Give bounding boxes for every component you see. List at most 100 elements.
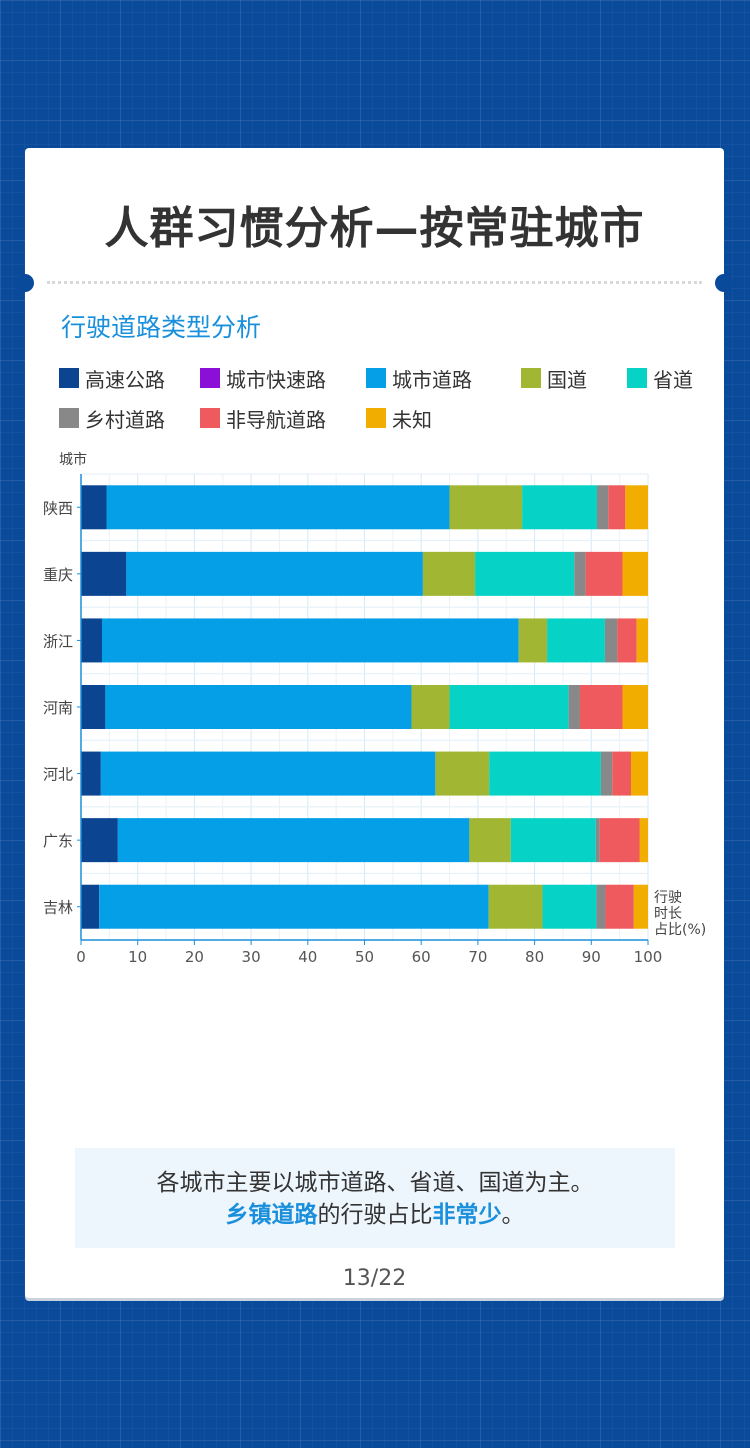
legend-swatch bbox=[366, 368, 386, 388]
bar-segment bbox=[99, 884, 489, 929]
legend-label: 高速公路 bbox=[85, 367, 165, 392]
bar-segment bbox=[489, 751, 601, 796]
bar-segment bbox=[636, 618, 648, 663]
bar-segment bbox=[605, 884, 634, 929]
bar-segment bbox=[622, 685, 648, 729]
summary-highlight-rural: 乡镇道路 bbox=[225, 1202, 318, 1228]
legend-item: 未知 bbox=[366, 403, 432, 433]
bar-segment bbox=[81, 551, 127, 596]
x-tick-label: 70 bbox=[468, 948, 487, 966]
legend-swatch bbox=[59, 408, 79, 428]
x-tick-label: 90 bbox=[582, 948, 601, 966]
bar-segment bbox=[639, 818, 648, 863]
bar-segment bbox=[81, 884, 100, 929]
x-tick-label: 30 bbox=[242, 948, 261, 966]
legend-label: 未知 bbox=[392, 407, 432, 432]
card-notch-left bbox=[16, 274, 34, 292]
bar-segment bbox=[411, 685, 450, 729]
bar-segment bbox=[579, 685, 623, 729]
bar-segment bbox=[81, 818, 118, 863]
summary-line-2: 乡镇道路的行驶占比非常少。 bbox=[75, 1199, 675, 1231]
bar-segment bbox=[488, 884, 543, 929]
legend-item: 国道 bbox=[521, 363, 587, 393]
legend-swatch bbox=[200, 368, 220, 388]
bar-segment bbox=[617, 618, 637, 663]
bar-segment bbox=[126, 551, 423, 596]
bar-segment bbox=[81, 685, 106, 729]
legend-label: 非导航道路 bbox=[226, 407, 326, 432]
legend-item: 城市快速路 bbox=[200, 363, 326, 393]
y-tick-label: 浙江 bbox=[43, 632, 73, 650]
legend-label: 乡村道路 bbox=[85, 407, 165, 432]
bar-segment bbox=[522, 485, 597, 530]
bar-segment bbox=[100, 751, 436, 796]
summary-line-1: 各城市主要以城市道路、省道、国道为主。 bbox=[156, 1170, 594, 1196]
bar-segment bbox=[608, 485, 626, 530]
bar-segment bbox=[449, 685, 569, 729]
bar-segment bbox=[435, 751, 490, 796]
bar-segment bbox=[633, 884, 648, 929]
legend-label: 省道 bbox=[653, 367, 693, 392]
legend-item: 非导航道路 bbox=[200, 403, 326, 433]
x-axis-label: 时长 bbox=[654, 906, 682, 922]
x-tick-label: 80 bbox=[525, 948, 544, 966]
legend-swatch bbox=[627, 368, 647, 388]
y-tick-label: 河南 bbox=[43, 699, 73, 717]
x-tick-label: 40 bbox=[298, 948, 317, 966]
bar-segment bbox=[604, 618, 618, 663]
bar-segment bbox=[574, 551, 586, 596]
bar-segment bbox=[612, 751, 631, 796]
bar-segment bbox=[106, 485, 450, 530]
y-tick-label: 重庆 bbox=[43, 566, 73, 584]
legend-label: 国道 bbox=[547, 367, 587, 392]
bar-segment bbox=[510, 818, 596, 863]
y-axis-label: 城市 bbox=[59, 451, 87, 468]
legend-item: 高速公路 bbox=[59, 363, 165, 393]
x-axis-label: 占比(%) bbox=[654, 922, 706, 938]
bar-segment bbox=[622, 551, 648, 596]
legend-item: 城市道路 bbox=[366, 363, 472, 393]
bar-segment bbox=[596, 485, 609, 530]
y-tick-label: 河北 bbox=[43, 766, 73, 784]
legend-label: 城市道路 bbox=[392, 367, 472, 392]
y-tick-label: 陕西 bbox=[43, 499, 73, 517]
legend-label: 城市快速路 bbox=[226, 367, 326, 392]
x-tick-label: 60 bbox=[412, 948, 431, 966]
y-tick-label: 广东 bbox=[43, 832, 73, 850]
x-axis-label: 行驶 bbox=[654, 890, 682, 906]
dotted-divider bbox=[47, 281, 702, 284]
bar-segment bbox=[81, 485, 107, 530]
x-tick-label: 50 bbox=[355, 948, 374, 966]
bar-segment bbox=[599, 818, 640, 863]
x-tick-label: 100 bbox=[634, 948, 663, 966]
bar-segment bbox=[542, 884, 597, 929]
bar-segment bbox=[568, 685, 580, 729]
bar-segment bbox=[422, 551, 476, 596]
legend-swatch bbox=[366, 408, 386, 428]
legend-item: 省道 bbox=[627, 363, 693, 393]
section-title: 行驶道路类型分析 bbox=[61, 313, 262, 342]
bar-segment bbox=[117, 818, 470, 863]
bar-segment bbox=[518, 618, 548, 663]
bar-segment bbox=[625, 485, 648, 530]
bar-segment bbox=[81, 751, 101, 796]
bar-segment bbox=[101, 618, 519, 663]
bar-segment bbox=[81, 618, 102, 663]
bar-segment bbox=[449, 485, 523, 530]
legend-swatch bbox=[200, 408, 220, 428]
bar-segment bbox=[547, 618, 605, 663]
page-number: 13/22 bbox=[342, 1266, 407, 1291]
bar-segment bbox=[600, 751, 613, 796]
bar-segment bbox=[585, 551, 623, 596]
content-card: 人群习惯分析—按常驻城市 行驶道路类型分析 高速公路 城市快速路 城市道路 国道 省道乡… bbox=[16, 148, 733, 1298]
legend-swatch bbox=[59, 368, 79, 388]
legend-swatch bbox=[521, 368, 541, 388]
x-tick-label: 10 bbox=[128, 948, 147, 966]
page-title: 人群习惯分析—按常驻城市 bbox=[104, 203, 645, 254]
bar-segment bbox=[105, 685, 412, 729]
x-tick-label: 0 bbox=[76, 948, 86, 966]
bar-segment bbox=[595, 818, 600, 863]
summary-end-text: 。 bbox=[501, 1202, 525, 1228]
bar-segment bbox=[596, 884, 606, 929]
